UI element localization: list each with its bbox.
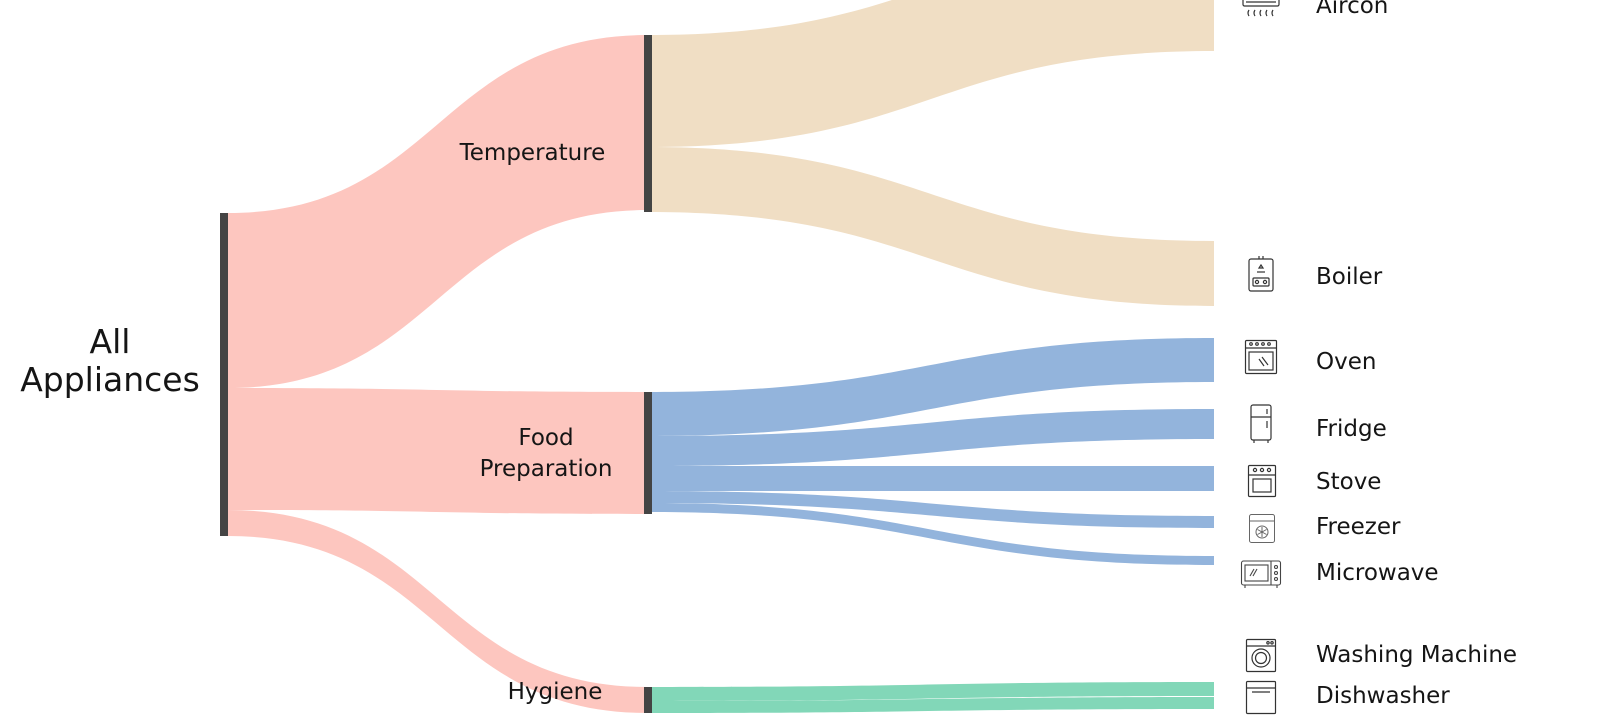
flow-food-preparation-to-stove — [648, 466, 1214, 491]
freezer-icon — [1248, 513, 1276, 545]
flow-food-preparation-to-oven — [648, 338, 1214, 436]
category-label-food-line1: Food — [518, 425, 574, 451]
appliance-label-washing-machine: Washing Machine — [1316, 642, 1518, 668]
appliance-label-freezer: Freezer — [1316, 514, 1401, 540]
category-label-hygiene-line1: Hygiene — [507, 679, 603, 705]
flow-food-preparation-to-freezer — [648, 491, 1214, 528]
appliance-label-fridge: Fridge — [1316, 416, 1387, 442]
node-bar-temperature — [644, 35, 652, 212]
boiler-icon — [1246, 256, 1276, 294]
appliance-label-oven: Oven — [1316, 349, 1377, 375]
appliance-label-stove: Stove — [1316, 469, 1382, 495]
stove-icon — [1247, 464, 1277, 498]
flow-all-to-temperature — [228, 35, 648, 388]
dishwasher-icon — [1245, 680, 1277, 716]
node-bar-all-appliances — [220, 213, 228, 536]
category-label-hygiene: Hygiene — [495, 679, 615, 705]
appliance-label-boiler: Boiler — [1316, 264, 1383, 290]
flow-food-preparation-to-microwave — [648, 503, 1214, 565]
flow-temperature-to-boiler — [648, 147, 1214, 306]
aircon-icon — [1241, 0, 1281, 22]
category-label-food-line2: Preparation — [479, 456, 613, 483]
category-label-temperature: Temperature — [450, 140, 615, 166]
appliance-label-dishwasher: Dishwasher — [1316, 683, 1450, 709]
microwave-icon — [1240, 558, 1282, 590]
node-bar-hygiene — [644, 687, 652, 713]
category-label-temperature-line1: Temperature — [459, 140, 606, 166]
root-label-line1: All — [89, 322, 131, 361]
appliance-label-aircon: Aircon — [1316, 0, 1389, 19]
root-node-label: All Appliances — [10, 323, 210, 399]
flow-all-to-hygiene — [228, 510, 648, 713]
flow-hygiene-to-dishwasher — [648, 697, 1214, 713]
flow-hygiene-to-washing-machine — [648, 682, 1214, 701]
flow-all-to-food-preparation — [228, 388, 648, 514]
category-label-food: Food Preparation — [466, 423, 626, 486]
fridge-icon — [1249, 404, 1273, 444]
washing-machine-icon — [1245, 638, 1277, 674]
node-bar-food-preparation — [644, 392, 652, 514]
appliance-label-microwave: Microwave — [1316, 560, 1439, 586]
flow-food-preparation-to-fridge — [648, 409, 1214, 466]
root-label-line2: Appliances — [20, 359, 200, 399]
oven-icon — [1244, 339, 1278, 375]
flow-temperature-to-aircon — [648, 0, 1214, 147]
